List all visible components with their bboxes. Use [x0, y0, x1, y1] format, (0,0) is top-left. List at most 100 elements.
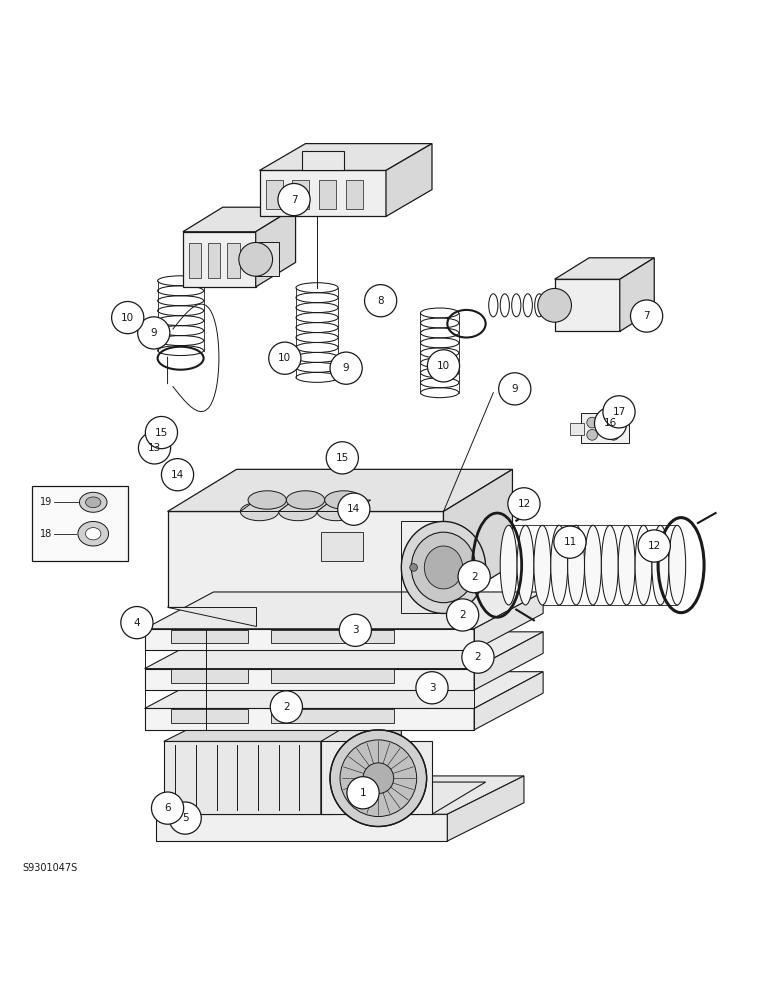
Bar — [227, 243, 239, 278]
Ellipse shape — [534, 525, 550, 605]
Polygon shape — [386, 144, 432, 216]
Text: 4: 4 — [134, 618, 141, 628]
Ellipse shape — [587, 417, 598, 428]
Polygon shape — [321, 709, 374, 814]
Polygon shape — [259, 144, 432, 170]
Ellipse shape — [286, 491, 325, 509]
Circle shape — [499, 373, 531, 405]
Text: 13: 13 — [148, 443, 161, 453]
Circle shape — [269, 342, 301, 374]
Ellipse shape — [550, 525, 567, 605]
Polygon shape — [156, 776, 524, 814]
Ellipse shape — [410, 564, 418, 571]
Ellipse shape — [340, 740, 417, 817]
Text: 12: 12 — [648, 541, 661, 551]
Ellipse shape — [330, 730, 427, 827]
Polygon shape — [168, 607, 256, 626]
Bar — [302, 151, 344, 170]
Circle shape — [145, 416, 178, 449]
Circle shape — [638, 530, 670, 562]
Ellipse shape — [608, 417, 619, 428]
Ellipse shape — [635, 525, 652, 605]
Bar — [321, 532, 363, 561]
Text: 18: 18 — [40, 529, 52, 539]
Circle shape — [458, 561, 490, 593]
Circle shape — [120, 607, 153, 639]
Bar — [570, 423, 584, 435]
Circle shape — [138, 432, 171, 464]
Polygon shape — [240, 500, 294, 511]
Text: 5: 5 — [182, 813, 188, 823]
Polygon shape — [156, 814, 447, 841]
Ellipse shape — [652, 525, 669, 605]
Circle shape — [112, 301, 144, 334]
Text: 10: 10 — [437, 361, 450, 371]
Ellipse shape — [567, 525, 584, 605]
Ellipse shape — [240, 502, 279, 521]
Polygon shape — [144, 632, 543, 669]
Text: 7: 7 — [291, 195, 297, 205]
Bar — [320, 180, 336, 209]
Polygon shape — [333, 707, 401, 814]
Text: 16: 16 — [604, 418, 617, 428]
Text: 9: 9 — [343, 363, 350, 373]
Text: 10: 10 — [278, 353, 291, 363]
Polygon shape — [144, 672, 543, 708]
Polygon shape — [321, 741, 432, 814]
Text: 3: 3 — [428, 683, 435, 693]
Polygon shape — [256, 242, 279, 276]
Text: 12: 12 — [517, 499, 530, 509]
Text: 14: 14 — [171, 470, 185, 480]
Polygon shape — [144, 669, 474, 690]
Text: 9: 9 — [151, 328, 157, 338]
Polygon shape — [164, 707, 401, 741]
Polygon shape — [554, 279, 620, 331]
Circle shape — [339, 614, 371, 646]
Ellipse shape — [601, 525, 618, 605]
Ellipse shape — [86, 497, 101, 508]
Bar — [271, 669, 394, 683]
Text: 8: 8 — [378, 296, 384, 306]
Ellipse shape — [325, 491, 363, 509]
Circle shape — [330, 352, 362, 384]
Polygon shape — [168, 577, 493, 607]
Text: 3: 3 — [352, 625, 359, 635]
Circle shape — [364, 285, 397, 317]
Text: 19: 19 — [40, 497, 52, 507]
Polygon shape — [144, 592, 543, 629]
Polygon shape — [443, 469, 513, 607]
Ellipse shape — [363, 763, 394, 794]
Polygon shape — [474, 592, 543, 650]
Ellipse shape — [608, 429, 619, 440]
Text: 2: 2 — [475, 652, 481, 662]
Ellipse shape — [317, 502, 355, 521]
Ellipse shape — [279, 502, 317, 521]
Polygon shape — [168, 469, 513, 511]
Ellipse shape — [239, 242, 273, 276]
Ellipse shape — [584, 525, 601, 605]
Polygon shape — [183, 232, 256, 287]
Polygon shape — [259, 170, 386, 216]
Bar — [189, 243, 201, 278]
Bar — [171, 669, 248, 683]
Circle shape — [270, 691, 303, 723]
Bar — [293, 180, 310, 209]
Bar — [208, 243, 221, 278]
Polygon shape — [168, 511, 443, 607]
Polygon shape — [474, 672, 543, 730]
Text: 11: 11 — [564, 537, 577, 547]
Bar — [346, 180, 363, 209]
Circle shape — [278, 183, 310, 216]
Bar — [271, 630, 394, 643]
Circle shape — [169, 802, 201, 834]
Ellipse shape — [669, 525, 686, 605]
Circle shape — [161, 459, 194, 491]
Circle shape — [347, 777, 379, 809]
Text: S9301047S: S9301047S — [22, 863, 77, 873]
Text: 15: 15 — [336, 453, 349, 463]
Ellipse shape — [78, 521, 109, 546]
Ellipse shape — [618, 525, 635, 605]
Bar — [171, 630, 248, 643]
Polygon shape — [164, 741, 333, 814]
Text: 2: 2 — [471, 572, 477, 582]
